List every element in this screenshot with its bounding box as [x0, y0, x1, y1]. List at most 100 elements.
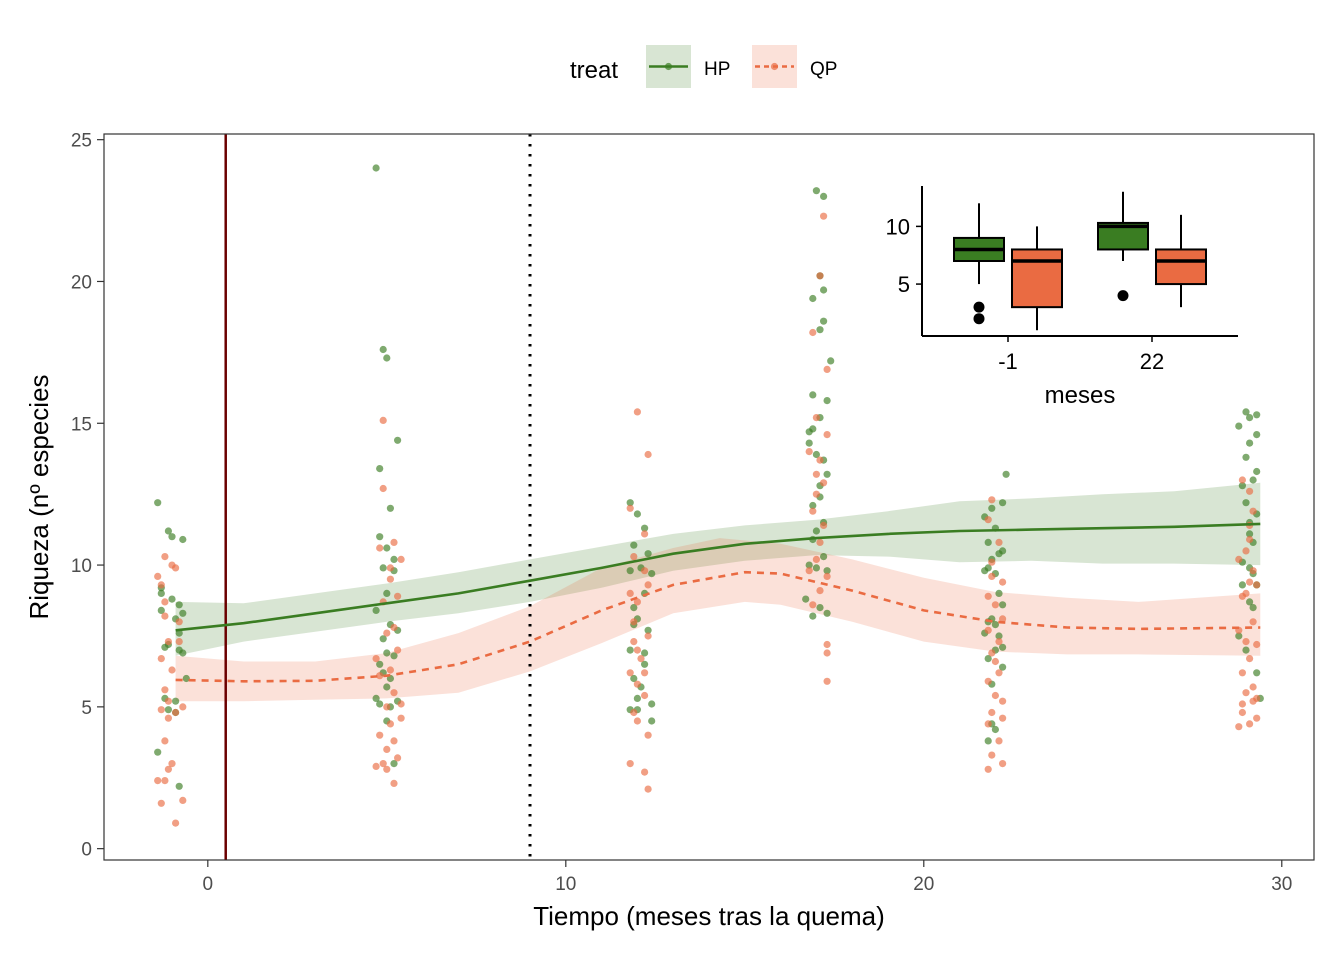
data-point-hp	[812, 450, 821, 459]
data-point-hp	[1238, 581, 1246, 589]
x-tick-label: 10	[555, 874, 576, 895]
data-point-qp	[988, 572, 996, 581]
data-point-hp	[390, 760, 398, 768]
data-point-qp	[988, 708, 996, 717]
data-point-hp	[376, 533, 384, 541]
data-point-hp	[1246, 439, 1254, 447]
data-point-qp	[641, 669, 649, 677]
data-point-qp	[161, 737, 169, 745]
data-point-qp	[999, 697, 1007, 705]
data-point-hp	[984, 737, 992, 745]
data-point-qp	[1249, 697, 1257, 705]
data-point-hp	[995, 632, 1003, 640]
data-point-hp	[999, 663, 1007, 671]
data-point-hp	[1246, 598, 1254, 606]
data-point-qp	[386, 564, 394, 572]
data-point-hp	[394, 436, 402, 444]
data-point-hp	[383, 649, 391, 657]
data-point-qp	[1242, 638, 1250, 646]
data-point-qp	[816, 456, 824, 464]
data-point-qp	[390, 689, 398, 697]
data-point-qp	[379, 760, 387, 768]
data-point-qp	[626, 589, 634, 598]
data-point-hp	[157, 589, 165, 598]
data-point-qp	[644, 450, 652, 459]
data-point-hp	[1242, 408, 1250, 416]
data-point-qp	[823, 431, 831, 439]
data-point-hp	[1235, 422, 1243, 430]
data-point-qp	[390, 538, 398, 547]
data-point-qp	[995, 538, 1003, 547]
data-point-qp	[1249, 507, 1257, 515]
data-point-hp	[175, 601, 183, 609]
x-tick-label: 30	[1271, 874, 1292, 895]
data-point-qp	[175, 638, 183, 646]
data-point-hp	[809, 501, 817, 510]
data-point-qp	[383, 629, 391, 637]
data-point-hp	[379, 635, 387, 643]
data-point-hp	[812, 564, 821, 572]
data-point-hp	[372, 606, 380, 615]
data-point-qp	[644, 731, 652, 739]
data-point-qp	[823, 640, 831, 649]
data-point-qp	[157, 655, 165, 663]
data-point-qp	[988, 649, 996, 657]
data-point-hp	[820, 192, 828, 200]
data-point-hp	[376, 700, 384, 708]
legend-label-hp: HP	[704, 59, 730, 80]
data-point-qp	[637, 655, 645, 663]
data-point-qp	[984, 765, 992, 773]
data-point-qp	[999, 714, 1007, 722]
box-hp-22	[1097, 191, 1149, 302]
data-point-qp	[1253, 581, 1261, 589]
data-point-qp	[1235, 723, 1243, 731]
data-point-hp	[1242, 646, 1250, 654]
data-point-hp	[641, 660, 649, 668]
trend-line-hp	[175, 522, 1261, 632]
data-point-qp	[1246, 720, 1254, 728]
data-point-qp	[161, 598, 169, 606]
inset-x-tick-label: 22	[1140, 349, 1164, 374]
data-point-qp	[394, 646, 402, 654]
data-point-hp	[1242, 453, 1250, 461]
box-outlier	[1117, 290, 1129, 302]
data-point-hp	[154, 748, 162, 756]
data-point-qp	[161, 686, 169, 694]
data-point-hp	[172, 697, 180, 705]
data-point-hp	[991, 725, 1000, 734]
data-point-qp	[999, 578, 1007, 586]
data-point-qp	[816, 587, 824, 595]
data-point-hp	[1249, 476, 1257, 484]
data-point-hp	[816, 326, 824, 334]
data-point-qp	[641, 567, 649, 575]
data-point-hp	[823, 397, 831, 405]
data-point-qp	[386, 666, 394, 674]
data-point-qp	[812, 470, 821, 478]
data-point-qp	[376, 544, 384, 552]
inset-y-tick-label: 10	[886, 214, 910, 239]
data-point-hp	[995, 589, 1003, 598]
main-plot: 0 10 20 30 0 5 10 15 20 25 Tiempo (meses tras la …	[24, 131, 1315, 931]
data-point-hp	[630, 604, 638, 612]
data-point-qp	[154, 777, 162, 785]
data-point-qp	[991, 657, 1000, 666]
data-point-qp	[630, 618, 638, 626]
data-point-hp	[376, 660, 384, 668]
data-point-hp	[383, 683, 391, 691]
data-point-qp	[154, 572, 162, 581]
data-point-hp	[175, 782, 183, 790]
data-point-qp	[376, 672, 384, 680]
data-point-qp	[372, 655, 380, 663]
data-point-qp	[386, 575, 394, 583]
data-point-hp	[1235, 632, 1243, 640]
legend: treat HP QP	[570, 45, 837, 88]
data-point-qp	[812, 555, 821, 564]
data-point-qp	[805, 448, 813, 456]
inset-x-tick-label: -1	[998, 349, 1018, 374]
data-point-qp	[1238, 708, 1246, 717]
data-point-qp	[383, 745, 391, 754]
trend-line-qp	[175, 570, 1261, 683]
data-point-hp	[823, 609, 831, 617]
data-point-hp	[648, 700, 656, 708]
data-point-hp	[809, 612, 817, 620]
